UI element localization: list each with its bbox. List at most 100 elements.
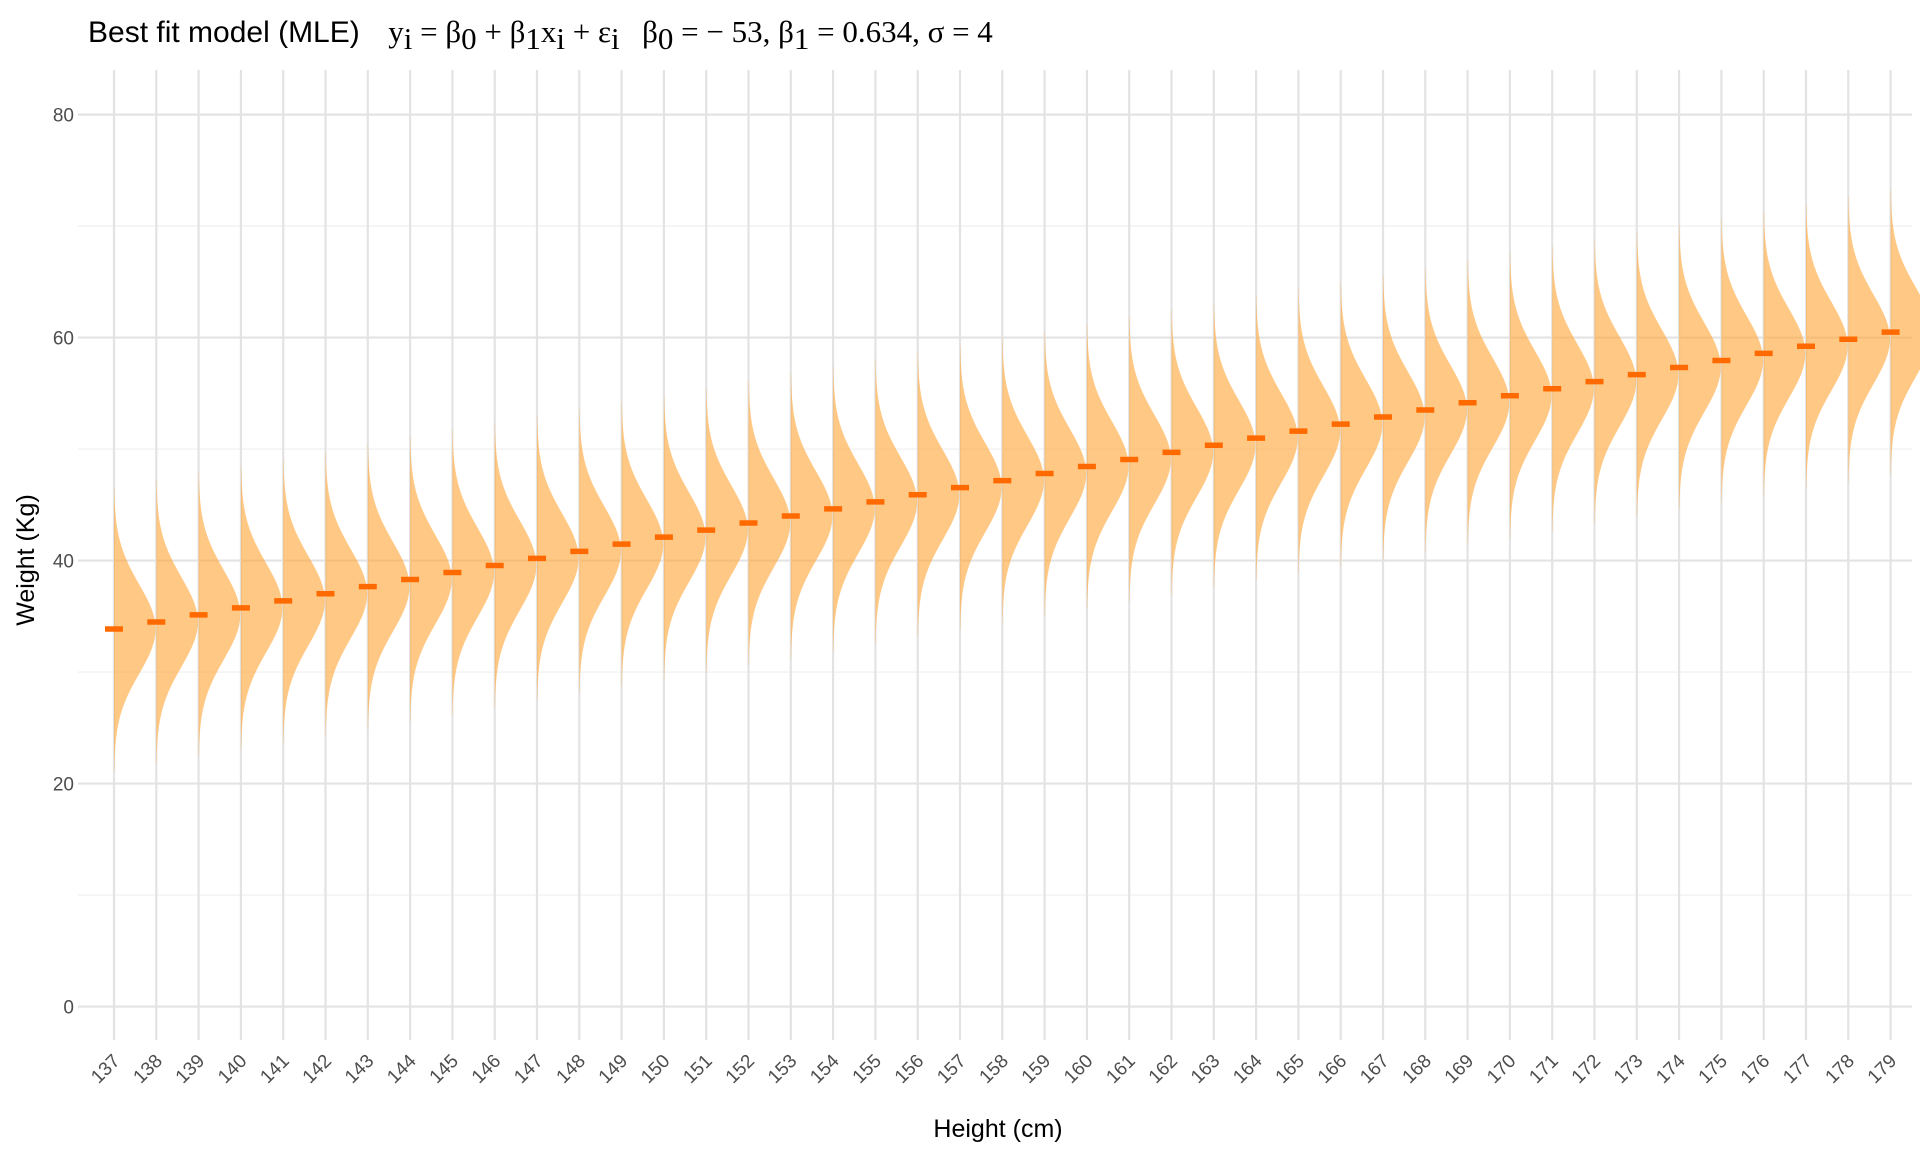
x-tick-label: 138 [130, 1051, 167, 1088]
x-tick-label: 139 [172, 1051, 209, 1088]
density-165 [1298, 288, 1341, 574]
x-tick-label: 151 [679, 1051, 716, 1088]
x-axis-title: Height (cm) [933, 1115, 1062, 1143]
density-153 [790, 373, 833, 659]
density-161 [1129, 316, 1171, 603]
density-139 [198, 472, 241, 758]
density-178 [1848, 196, 1890, 482]
mean-markers [105, 329, 1900, 632]
y-axis-title: Weight (Kg) [12, 494, 40, 626]
density-149 [621, 401, 664, 687]
x-tick-label: 149 [595, 1051, 632, 1088]
x-tick-label: 158 [976, 1051, 1013, 1088]
density-138 [156, 479, 198, 765]
x-tick-label: 173 [1610, 1051, 1647, 1088]
density-158 [1002, 337, 1044, 624]
title-eq-equals: = [412, 14, 445, 49]
x-tick-label: 147 [510, 1051, 547, 1088]
density-152 [748, 380, 791, 666]
title-eq-y: y [388, 14, 404, 49]
x-tick-label: 154 [806, 1050, 844, 1088]
x-tick-label: 150 [637, 1051, 674, 1088]
x-tick-label: 146 [468, 1051, 505, 1088]
title-eq-beta0-sub: 0 [461, 21, 477, 56]
title-eq-epsilon-sub: i [611, 21, 620, 56]
density-164 [1256, 295, 1298, 581]
x-tick-label: 174 [1652, 1050, 1690, 1088]
x-tick-label: 170 [1483, 1051, 1520, 1088]
density-166 [1340, 281, 1383, 567]
title-eq-beta1: β [510, 14, 526, 49]
y-tick-label: 60 [53, 329, 74, 350]
x-tick-label: 177 [1779, 1051, 1816, 1088]
x-tick-label: 140 [214, 1051, 251, 1088]
title-beta1-label-sub: 1 [794, 21, 810, 56]
title-eq-x: x [541, 14, 557, 49]
density-157 [960, 344, 1002, 631]
x-tick-label: 145 [426, 1051, 463, 1088]
x-tick-label: 176 [1737, 1051, 1774, 1088]
x-tick-label: 156 [891, 1051, 928, 1088]
title-beta1-label: β [778, 14, 794, 49]
title-eq-beta0: β [445, 14, 461, 49]
density-147 [537, 415, 579, 702]
title-sigma-value: = 4 [944, 14, 993, 49]
x-tick-label: 168 [1399, 1051, 1436, 1088]
density-142 [325, 450, 368, 737]
density-137 [114, 486, 156, 772]
density-144 [410, 436, 452, 723]
y-tick-labels: 0 20 40 60 80 [53, 106, 74, 1019]
y-tick-label: 40 [53, 552, 74, 573]
title-eq-plus1: + [477, 14, 510, 49]
title-eq-y-sub: i [404, 21, 413, 56]
density-177 [1806, 203, 1848, 489]
x-tick-label: 162 [1145, 1051, 1182, 1088]
x-tick-labels: 137 138 139 140 141 142 143 144 145 146 147 148 149 1… [87, 1050, 1901, 1088]
density-151 [706, 387, 748, 673]
density-169 [1467, 260, 1510, 546]
x-tick-label: 175 [1695, 1051, 1732, 1088]
x-tick-label: 161 [1102, 1051, 1139, 1088]
x-tick-label: 137 [87, 1051, 124, 1088]
x-tick-label: 160 [1060, 1051, 1097, 1088]
density-145 [452, 429, 495, 716]
title-sigma-label: σ [928, 14, 945, 49]
density-179 [1890, 189, 1920, 475]
density-143 [367, 443, 410, 730]
x-tick-label: 178 [1822, 1051, 1859, 1088]
density-154 [833, 366, 875, 652]
density-155 [875, 359, 918, 645]
title-beta1-value: = 0.634, [809, 14, 927, 49]
density-173 [1636, 231, 1679, 518]
y-tick-label: 80 [53, 106, 74, 127]
y-tick-label: 20 [53, 775, 74, 796]
x-tick-label: 141 [256, 1051, 293, 1088]
density-159 [1044, 330, 1087, 617]
x-tick-label: 165 [1272, 1051, 1309, 1088]
x-tick-label: 153 [764, 1051, 801, 1088]
density-168 [1425, 267, 1467, 553]
x-tick-label: 166 [1314, 1051, 1351, 1088]
density-150 [663, 394, 706, 680]
density-175 [1721, 217, 1764, 504]
density-176 [1763, 210, 1806, 497]
x-tick-label: 148 [553, 1051, 590, 1088]
x-tick-label: 152 [722, 1051, 759, 1088]
title-eq-x-sub: i [556, 21, 565, 56]
density-162 [1171, 309, 1214, 596]
x-tick-label: 155 [849, 1051, 886, 1088]
title-eq-beta1-sub: 1 [525, 21, 541, 56]
x-tick-label: 143 [341, 1051, 378, 1088]
density-170 [1509, 253, 1552, 539]
title-main: Best fit model (MLE) [88, 16, 360, 49]
density-140 [240, 465, 283, 751]
x-tick-label: 163 [1187, 1051, 1224, 1088]
density-167 [1383, 274, 1425, 560]
density-141 [283, 458, 325, 744]
title-beta0-label: β [642, 14, 658, 49]
x-tick-label: 169 [1441, 1051, 1478, 1088]
chart-title: Best fit model (MLE) yi = β0 + β1xi + εi… [88, 14, 993, 56]
x-tick-label: 142 [299, 1051, 336, 1088]
density-163 [1213, 302, 1256, 589]
